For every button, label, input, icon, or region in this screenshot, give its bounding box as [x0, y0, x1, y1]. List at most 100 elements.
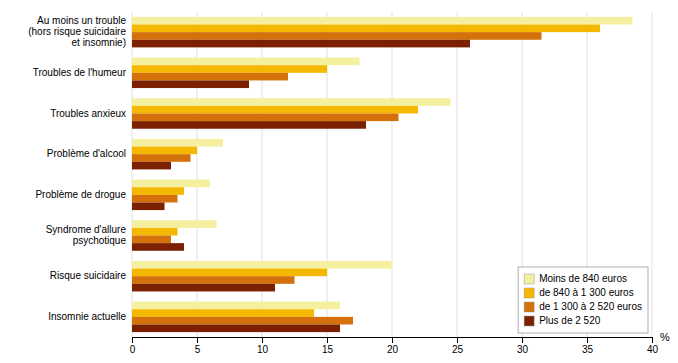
bar	[132, 236, 171, 244]
grid	[132, 12, 652, 337]
tick-mark	[587, 337, 588, 343]
bar	[132, 154, 191, 162]
tick-label: 30	[517, 344, 529, 355]
tick-label: Problème de drogue	[35, 189, 126, 200]
bar	[132, 220, 217, 228]
tick-label: 25	[452, 344, 464, 355]
legend-label: de 1 300 à 2 520 euros	[539, 301, 642, 312]
tick: Troubles anxieux	[50, 108, 126, 119]
bar	[132, 121, 366, 129]
tick: Insomnie actuelle	[48, 311, 126, 322]
tick: 5	[195, 337, 201, 355]
legend-item: Plus de 2 520	[524, 315, 601, 326]
y-axis: Au moins un trouble(hors risque suicidai…	[28, 15, 126, 322]
bar	[132, 269, 327, 277]
tick-label: Syndrome d'allurepsychotique	[46, 224, 127, 246]
tick-mark	[132, 337, 133, 343]
bar	[132, 302, 340, 310]
tick: 20	[387, 337, 399, 355]
bar	[132, 106, 418, 114]
tick: 10	[257, 337, 269, 355]
bar	[132, 17, 633, 25]
legend-item: de 1 300 à 2 520 euros	[524, 301, 642, 312]
legend-label: Plus de 2 520	[539, 315, 601, 326]
series	[132, 40, 470, 332]
tick: 15	[322, 337, 334, 355]
tick-label: Problème d'alcool	[47, 148, 126, 159]
bar	[132, 202, 165, 210]
tick-mark	[197, 337, 198, 343]
bar	[132, 147, 197, 155]
tick: 30	[517, 337, 529, 355]
bar	[132, 284, 275, 292]
legend-swatch	[524, 288, 534, 298]
bar	[132, 180, 210, 188]
tick-mark	[522, 337, 523, 343]
legend-swatch	[524, 274, 534, 284]
tick: Problème d'alcool	[47, 148, 126, 159]
chart: 0 5 10 15 20 25 30 35 40% Au moins un trouble(hor…	[0, 0, 678, 363]
bar	[132, 261, 392, 269]
bar	[132, 40, 470, 48]
bar	[132, 98, 451, 106]
tick-label: Au moins un trouble(hors risque suicidai…	[28, 15, 126, 48]
plot: 0 5 10 15 20 25 30 35 40% Au moins un trouble(hor…	[28, 12, 670, 355]
legend-item: Moins de 840 euros	[524, 273, 627, 284]
tick: 35	[582, 337, 594, 355]
bar	[132, 317, 353, 325]
tick-label: 15	[322, 344, 334, 355]
tick-label: 40	[647, 344, 659, 355]
bar	[132, 32, 542, 40]
legend-label: Moins de 840 euros	[539, 273, 627, 284]
tick: Troubles de l'humeur	[33, 67, 127, 78]
legend-swatch	[524, 302, 534, 312]
tick-mark	[392, 337, 393, 343]
axis-line	[133, 338, 653, 344]
tick-label: Troubles de l'humeur	[33, 67, 127, 78]
bar	[132, 58, 360, 66]
tick: 25	[452, 337, 464, 355]
bar	[132, 113, 399, 121]
series	[132, 17, 633, 309]
tick: Au moins un trouble(hors risque suicidai…	[28, 15, 126, 48]
tick: Risque suicidaire	[50, 270, 127, 281]
axis-title: %	[660, 331, 670, 343]
tick-label: 0	[130, 344, 136, 355]
bar	[132, 80, 249, 88]
bar	[132, 309, 314, 317]
grid-line	[392, 12, 393, 337]
tick-label: 10	[257, 344, 269, 355]
x-axis: 0 5 10 15 20 25 30 35 40	[130, 337, 659, 355]
bar	[132, 25, 600, 33]
legend: Moins de 840 euros de 840 à 1 300 euros de…	[518, 267, 648, 333]
bar	[132, 73, 288, 81]
tick-label: Risque suicidaire	[50, 270, 127, 281]
tick: Syndrome d'allurepsychotique	[46, 224, 127, 246]
tick: 40	[647, 337, 659, 355]
bar	[132, 324, 340, 332]
legend-swatch	[524, 316, 534, 326]
tick-label: 5	[195, 344, 201, 355]
grid-line	[652, 12, 653, 337]
bar	[132, 139, 223, 147]
series	[132, 32, 542, 324]
legend-box	[518, 267, 648, 333]
bar	[132, 195, 178, 203]
bar	[132, 276, 295, 284]
tick: 0	[130, 337, 136, 355]
tick-label: 20	[387, 344, 399, 355]
tick: Problème de drogue	[35, 189, 126, 200]
legend-label: de 840 à 1 300 euros	[539, 287, 634, 298]
grid-line	[457, 12, 458, 337]
tick-label: Insomnie actuelle	[48, 311, 126, 322]
bar	[132, 162, 171, 170]
tick-mark	[457, 337, 458, 343]
tick-mark	[652, 337, 653, 343]
legend-item: de 840 à 1 300 euros	[524, 287, 634, 298]
tick-label: Troubles anxieux	[50, 108, 126, 119]
tick-label: 35	[582, 344, 594, 355]
tick-mark	[262, 337, 263, 343]
tick-mark	[327, 337, 328, 343]
bar	[132, 243, 184, 251]
bar	[132, 187, 184, 195]
